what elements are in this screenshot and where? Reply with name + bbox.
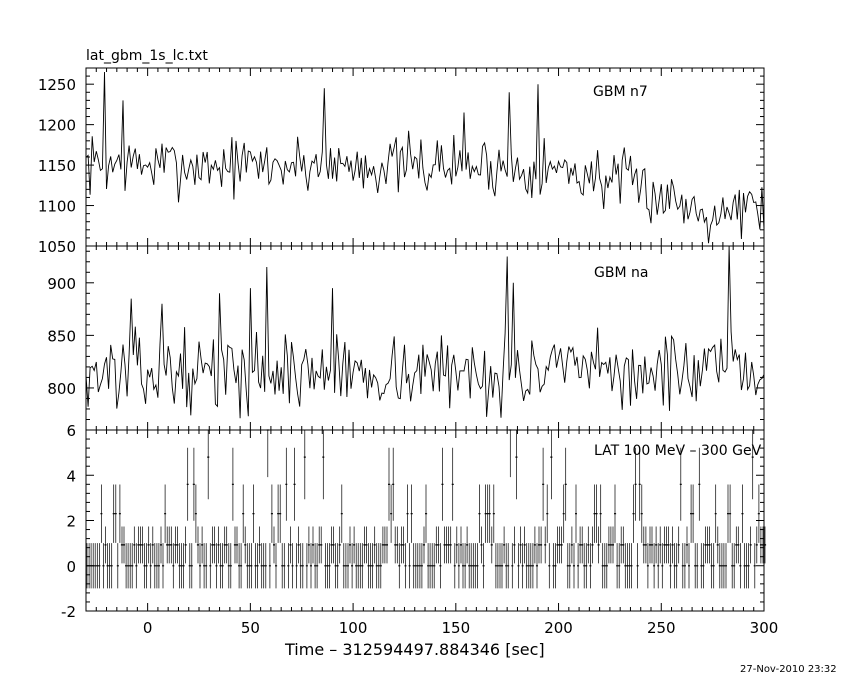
y-tick-label: 850 — [47, 327, 76, 345]
x-tick-label: 100 — [339, 619, 368, 637]
panel-annotation: GBM n7 — [593, 84, 648, 100]
panel-annotation: LAT 100 MeV – 300 GeV — [594, 443, 762, 459]
y-tick-label: 1100 — [38, 198, 76, 216]
x-tick-label: 200 — [544, 619, 573, 637]
file-title: lat_gbm_1s_lc.txt — [86, 48, 208, 64]
x-tick-label: 0 — [143, 619, 153, 637]
y-tick-label: 2 — [66, 513, 76, 531]
y-tick-label: 6 — [66, 422, 76, 440]
counts-series — [86, 429, 767, 567]
panel-gbm-n7: 1050 1100 1150 1200 1250 GBM n7 — [38, 67, 765, 256]
x-tick-label: 150 — [441, 619, 470, 637]
y-tick-label: 1050 — [38, 238, 76, 256]
y-tick-label: 1150 — [38, 157, 76, 175]
plot-frame — [85, 245, 765, 431]
light-curve-series — [85, 71, 765, 244]
timestamp: 27-Nov-2010 23:32 — [740, 664, 837, 675]
x-axis-label: Time – 312594497.884346 [sec] — [284, 640, 545, 659]
panel-gbm-na: 800 850 900 GBM na — [47, 245, 765, 431]
y-tick-label: 900 — [47, 275, 76, 293]
x-tick-label: 50 — [241, 619, 260, 637]
y-tick-label: 1200 — [38, 117, 76, 135]
y-tick-label: 4 — [66, 467, 76, 485]
x-tick-label: 250 — [647, 619, 676, 637]
light-curve-series — [85, 245, 765, 419]
y-tick-label: 1250 — [38, 76, 76, 94]
y-tick-label: -2 — [61, 603, 76, 621]
panel-annotation: GBM na — [594, 265, 648, 281]
panel-lat: -2 0 2 4 6 0 50 100 150 200 250 300 LAT 100 MeV – 30… — [61, 422, 778, 637]
y-tick-label: 800 — [47, 380, 76, 398]
y-tick-label: 0 — [66, 558, 76, 576]
plot-frame — [85, 67, 765, 247]
x-tick-label: 300 — [750, 619, 779, 637]
